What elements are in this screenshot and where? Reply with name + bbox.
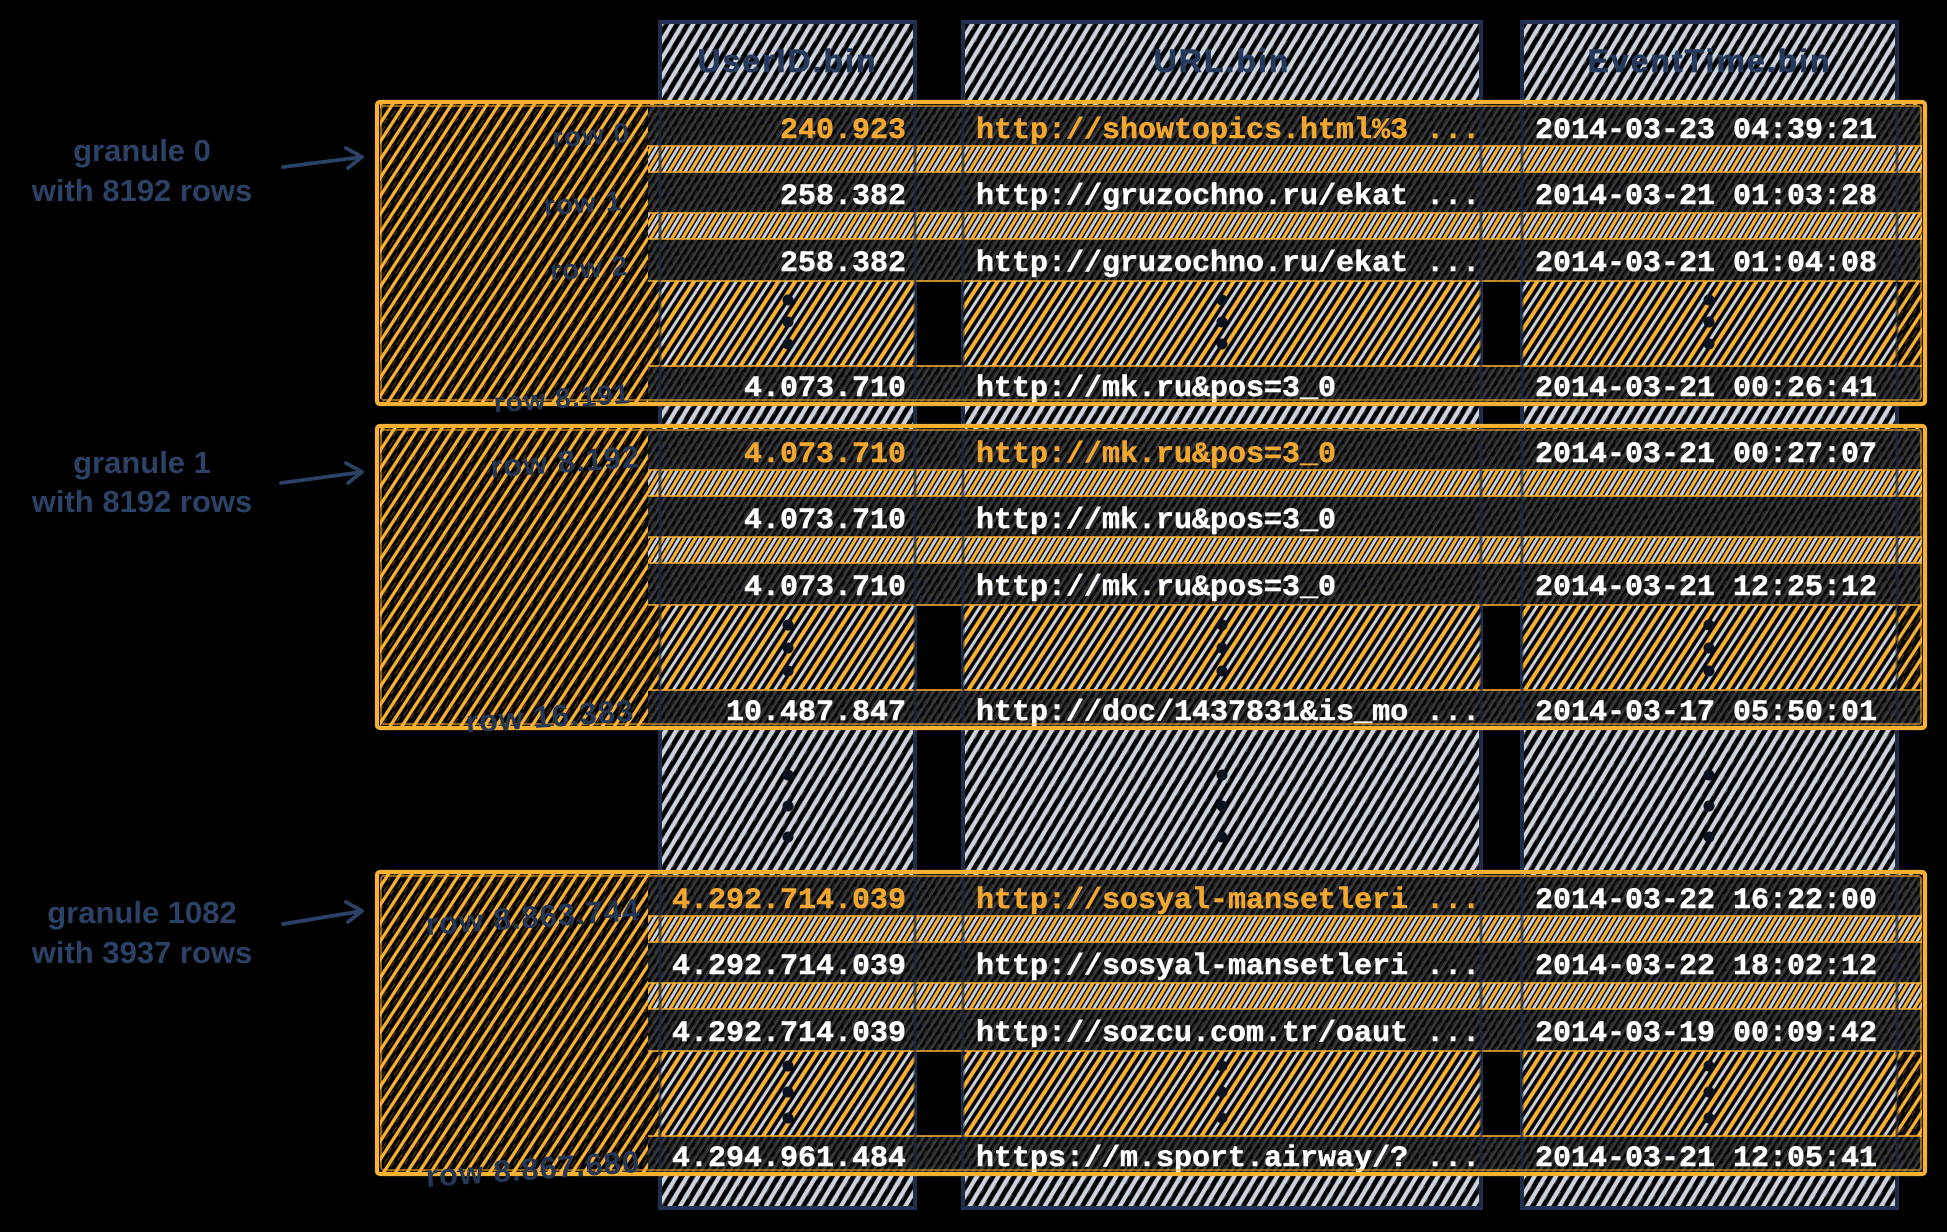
svg-text:with 8192 rows: with 8192 rows bbox=[31, 484, 253, 519]
svg-text:4.292.714.039: 4.292.714.039 bbox=[672, 1017, 906, 1051]
svg-text:240.923: 240.923 bbox=[780, 114, 906, 148]
svg-text:row 1: row 1 bbox=[543, 185, 623, 221]
svg-text:http://sozcu.com.tr/oaut ...: http://sozcu.com.tr/oaut ... bbox=[976, 1017, 1480, 1051]
svg-text:http://showtopics.html%3 ...: http://showtopics.html%3 ... bbox=[976, 114, 1480, 148]
svg-text:258.382: 258.382 bbox=[780, 180, 906, 214]
svg-text:258.382: 258.382 bbox=[780, 247, 906, 281]
svg-text:row 0: row 0 bbox=[551, 117, 631, 153]
svg-text:EventTime.bin: EventTime.bin bbox=[1587, 43, 1831, 79]
svg-text:http://gruzochno.ru/ekat ...: http://gruzochno.ru/ekat ... bbox=[976, 180, 1480, 214]
svg-text:granule 1082: granule 1082 bbox=[47, 895, 237, 930]
svg-text:granule 0: granule 0 bbox=[73, 133, 211, 168]
svg-text:2014-03-21 00:27:07: 2014-03-21 00:27:07 bbox=[1535, 438, 1877, 472]
svg-text:http://mk.ru&pos=3_0: http://mk.ru&pos=3_0 bbox=[976, 438, 1336, 472]
svg-text:4.292.714.039: 4.292.714.039 bbox=[672, 950, 906, 984]
svg-text:http://sosyal-mansetleri ...: http://sosyal-mansetleri ... bbox=[976, 950, 1480, 984]
svg-text:4.073.710: 4.073.710 bbox=[744, 571, 906, 605]
svg-text:2014-03-21 12:25:12: 2014-03-21 12:25:12 bbox=[1535, 571, 1877, 605]
svg-text:granule 1: granule 1 bbox=[73, 445, 211, 480]
svg-text:4.292.714.039: 4.292.714.039 bbox=[672, 884, 906, 918]
svg-text:UserID.bin: UserID.bin bbox=[697, 43, 877, 79]
svg-text:URL.bin: URL.bin bbox=[1154, 43, 1291, 79]
svg-text:http://mk.ru&pos=3_0: http://mk.ru&pos=3_0 bbox=[976, 504, 1336, 538]
svg-text:http://gruzochno.ru/ekat ...: http://gruzochno.ru/ekat ... bbox=[976, 247, 1480, 281]
svg-text:2014-03-19 00:09:42: 2014-03-19 00:09:42 bbox=[1535, 1017, 1877, 1051]
svg-text:2014-03-23 04:39:21: 2014-03-23 04:39:21 bbox=[1535, 114, 1877, 148]
svg-text:2014-03-21 01:04:08: 2014-03-21 01:04:08 bbox=[1535, 247, 1877, 281]
svg-text:with 3937 rows: with 3937 rows bbox=[31, 935, 253, 970]
svg-text:http://mk.ru&pos=3_0: http://mk.ru&pos=3_0 bbox=[976, 571, 1336, 605]
svg-text:2014-03-22 16:22:00: 2014-03-22 16:22:00 bbox=[1535, 884, 1877, 918]
svg-text:2014-03-21 01:03:28: 2014-03-21 01:03:28 bbox=[1535, 180, 1877, 214]
svg-text:http://sosyal-mansetleri ...: http://sosyal-mansetleri ... bbox=[976, 884, 1480, 918]
svg-text:2014-03-22 18:02:12: 2014-03-22 18:02:12 bbox=[1535, 950, 1877, 984]
svg-text:4.073.710: 4.073.710 bbox=[744, 504, 906, 538]
svg-text:with 8192 rows: with 8192 rows bbox=[31, 173, 253, 208]
svg-text:4.073.710: 4.073.710 bbox=[744, 438, 906, 472]
svg-text:row 2: row 2 bbox=[549, 250, 629, 286]
